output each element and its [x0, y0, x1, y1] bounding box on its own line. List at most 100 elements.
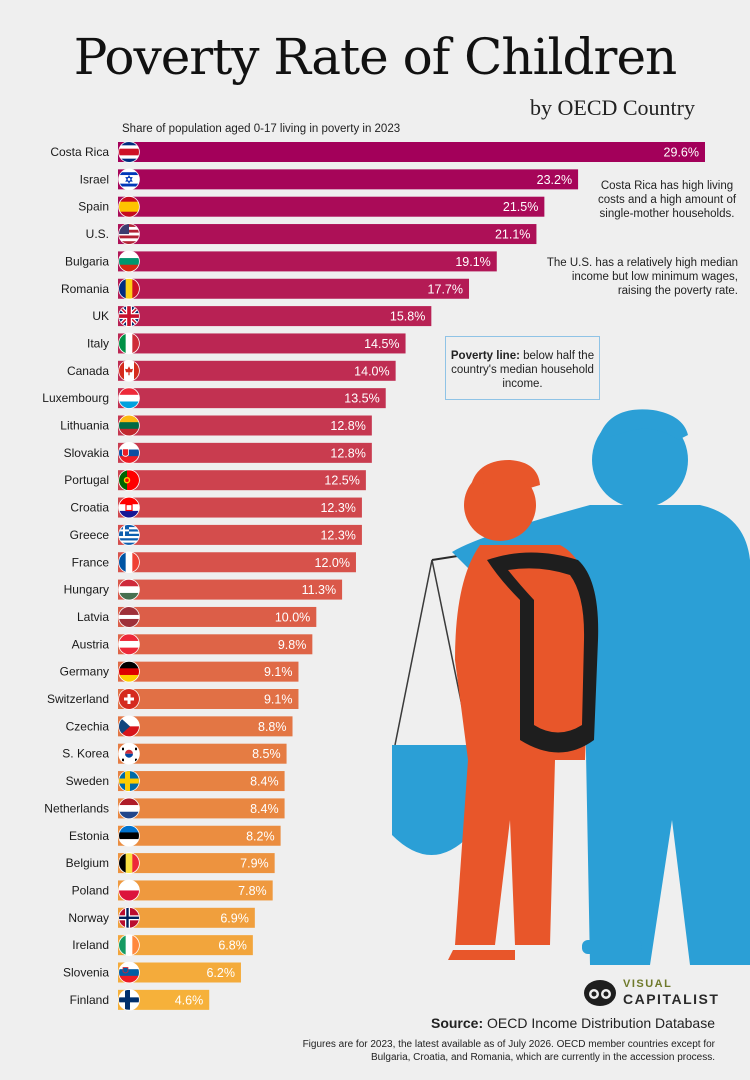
- value-label: 19.1%: [455, 255, 490, 269]
- bar-costa-rica: [118, 142, 705, 162]
- value-label: 10.0%: [275, 610, 310, 624]
- south-korea-flag: [118, 742, 140, 765]
- bar-slovakia: [118, 442, 372, 463]
- value-label: 6.8%: [218, 939, 247, 953]
- category-label: Czechia: [66, 719, 110, 733]
- value-label: 7.9%: [240, 857, 269, 871]
- value-label: 12.5%: [324, 474, 359, 488]
- bar-canada: [118, 360, 396, 381]
- bar-greece: [118, 524, 362, 545]
- value-label: 9.1%: [264, 665, 293, 679]
- category-label: Bulgaria: [65, 254, 109, 268]
- note-us: The U.S. has a relatively high median in…: [546, 257, 738, 297]
- bar-estonia: [118, 825, 281, 846]
- bar-portugal: [118, 470, 366, 491]
- value-label: 8.5%: [252, 747, 281, 761]
- value-label: 12.8%: [330, 419, 365, 433]
- category-label: Canada: [67, 364, 109, 378]
- costa-rica-flag: [118, 141, 140, 163]
- category-label: Italy: [87, 336, 109, 350]
- source-line: Source: OECD Income Distribution Databas…: [431, 1015, 715, 1031]
- category-label: Belgium: [66, 856, 109, 870]
- poverty-line-label: Poverty line:: [450, 350, 520, 362]
- source-text: OECD Income Distribution Database: [487, 1015, 715, 1031]
- bar-slovenia: [118, 962, 241, 983]
- bar-norway: [118, 907, 255, 928]
- brand-icon: [584, 980, 616, 1006]
- value-label: 6.9%: [220, 911, 249, 925]
- value-label: 6.2%: [206, 966, 235, 980]
- bar-romania: [118, 278, 470, 299]
- brand-logo: VISUAL CAPITALIST: [583, 975, 723, 1011]
- bar-croatia: [118, 497, 362, 518]
- bar-spain: [118, 196, 545, 217]
- value-label: 14.0%: [354, 364, 389, 378]
- value-label: 8.2%: [246, 829, 275, 843]
- category-label: Luxembourg: [42, 391, 109, 405]
- bar-italy: [118, 333, 406, 354]
- category-label: Switzerland: [47, 692, 109, 706]
- value-label: 23.2%: [537, 173, 572, 187]
- bar-us: [118, 224, 537, 245]
- luxembourg-flag: [118, 387, 140, 409]
- category-label: Poland: [72, 883, 109, 897]
- category-label: Slovenia: [63, 966, 109, 980]
- slovenia-flag: [118, 961, 140, 984]
- bulgaria-flag: [118, 250, 140, 273]
- bar-lithuania: [118, 415, 372, 436]
- romania-flag: [118, 277, 140, 300]
- bar-hungary: [118, 579, 343, 600]
- value-label: 8.8%: [258, 720, 287, 734]
- chart-description: Share of population aged 0-17 living in …: [122, 123, 401, 135]
- bar-ireland: [118, 935, 253, 956]
- bar-germany: [118, 661, 299, 682]
- latvia-flag: [118, 606, 140, 628]
- value-label: 8.4%: [250, 802, 279, 816]
- note-costa-rica: Costa Rica has high living costs and a h…: [597, 180, 737, 220]
- category-label: Austria: [72, 637, 110, 651]
- canada-flag: [118, 360, 140, 382]
- category-label: Sweden: [66, 774, 109, 788]
- value-label: 15.8%: [390, 310, 425, 324]
- hungary-flag: [118, 578, 140, 601]
- category-label: Ireland: [72, 938, 109, 952]
- brand-bottom-text: CAPITALIST: [623, 991, 720, 1007]
- category-label: Lithuania: [60, 419, 109, 433]
- source-label: Source:: [430, 1015, 484, 1031]
- footnote: Figures are for 2023, the latest availab…: [302, 1039, 715, 1063]
- bar-south-korea: [118, 743, 287, 764]
- category-label: Finland: [70, 993, 109, 1007]
- spain-flag: [118, 195, 140, 218]
- page-subtitle: by OECD Country: [530, 95, 695, 120]
- value-label: 21.5%: [503, 200, 538, 214]
- israel-flag: [118, 168, 140, 191]
- value-label: 12.3%: [320, 528, 355, 542]
- category-label: UK: [92, 309, 109, 323]
- belgium-flag: [118, 852, 140, 874]
- us-flag: [118, 223, 140, 245]
- slovakia-flag: [118, 442, 140, 464]
- page-title: Poverty Rate of Children: [73, 28, 678, 86]
- italy-flag: [118, 332, 140, 355]
- value-label: 9.8%: [278, 638, 307, 652]
- category-label: Costa Rica: [50, 145, 109, 159]
- category-label: U.S.: [86, 227, 109, 241]
- bar-israel: [118, 169, 579, 190]
- bar-finland: [118, 989, 210, 1010]
- category-label: Slovakia: [64, 446, 110, 460]
- value-label: 14.5%: [364, 337, 399, 351]
- category-label: S. Korea: [62, 747, 109, 761]
- value-label: 8.4%: [250, 775, 279, 789]
- brand-top-text: VISUAL: [623, 978, 673, 990]
- poland-flag: [118, 879, 140, 902]
- category-label: France: [72, 555, 110, 569]
- poverty-line-text: below half the country's median househol…: [451, 350, 595, 390]
- poverty-line-box: Poverty line: below half the country's m…: [445, 336, 600, 400]
- germany-flag: [118, 660, 140, 683]
- czechia-flag: [118, 715, 140, 738]
- uk-flag: [118, 305, 140, 327]
- austria-flag: [118, 633, 140, 656]
- value-label: 21.1%: [495, 228, 530, 242]
- estonia-flag: [118, 824, 140, 847]
